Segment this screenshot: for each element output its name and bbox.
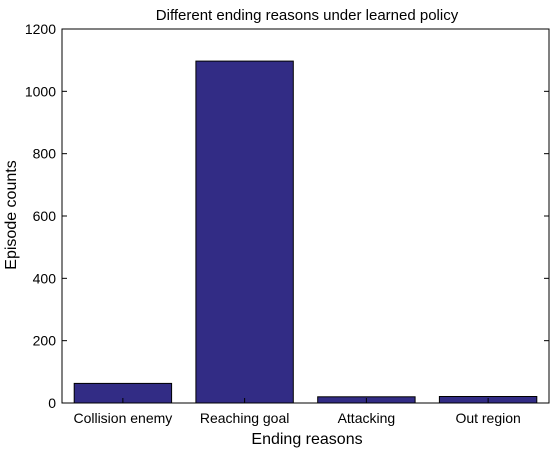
x-axis-label: Ending reasons [251,431,362,448]
x-tick-label: Reaching goal [200,410,290,426]
y-tick-label: 400 [33,270,57,286]
chart-title: Different ending reasons under learned p… [156,7,459,24]
y-tick-label: 200 [33,333,57,349]
y-tick-label: 0 [48,395,56,411]
y-tick-label: 1200 [25,21,56,37]
y-tick-label: 600 [33,208,57,224]
x-tick-label: Collision enemy [73,410,172,426]
plot-area: 0 200 400 600 800 1000 1200 Collision enemy Rea… [25,21,550,426]
y-tick-label: 800 [33,146,57,162]
y-axis-label: Episode counts [3,160,20,269]
y-ticks-group: 0 200 400 600 800 1000 1200 [25,21,549,411]
x-tick-label: Out region [455,410,520,426]
bar-reaching-goal [195,60,294,404]
y-tick-label: 1000 [25,83,56,99]
x-tick-label: Attacking [338,410,396,426]
x-ticks-group: Collision enemy Reaching goal Attacking Out… [73,398,521,426]
